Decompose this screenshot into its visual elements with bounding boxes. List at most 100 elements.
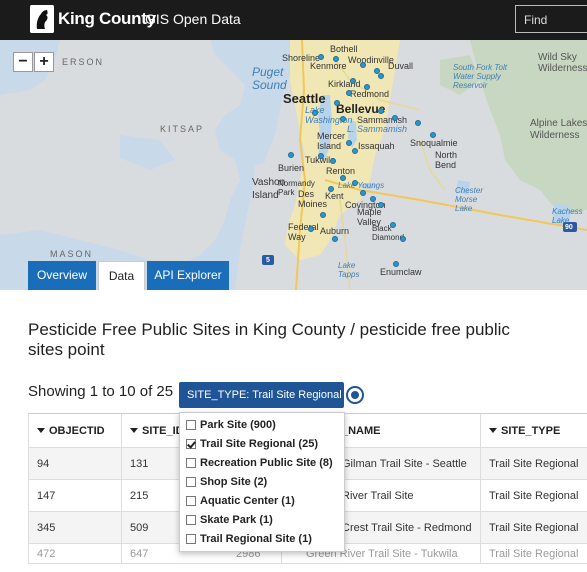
map-label-lake-tapps: Lake Tapps [338,261,360,279]
filter-option-trail-site-regional[interactable]: Trail Site Regional (25) [180,435,344,454]
column-header-objectid[interactable]: OBJECTID [28,414,121,447]
site-marker[interactable] [333,56,339,62]
map-label-mason: MASON [50,249,94,259]
tab-api-explorer[interactable]: API Explorer [147,261,229,290]
filter-option-park-site[interactable]: Park Site (900) [180,416,344,435]
column-header-site-type[interactable]: SITE_TYPE [480,414,587,447]
checkbox[interactable] [186,420,196,430]
filter-option-trail-regional-site[interactable]: Trail Regional Site (1) [180,530,344,549]
column-header-label: SITE_ID [142,425,184,437]
map-label-woodinville: Woodinville [348,55,394,65]
filter-option-shop-site[interactable]: Shop Site (2) [180,473,344,492]
site-marker[interactable] [392,115,398,121]
filter-funnel-icon[interactable] [489,428,497,433]
filter-option-recreation-public-site[interactable]: Recreation Public Site (8) [180,454,344,473]
site-marker[interactable] [400,236,406,242]
tab-overview[interactable]: Overview [28,261,96,290]
map-label-kirkland: Kirkland [328,79,361,89]
map-label-enumclaw: Enumclaw [380,267,422,277]
map-label-federal-way: Federal Way [288,222,319,242]
map-label-renton: Renton [326,166,356,176]
column-header-label: OBJECTID [49,425,105,437]
map-label-shoreline: Shoreline [282,53,321,63]
site-marker[interactable] [360,190,366,196]
site-marker[interactable] [346,90,352,96]
site-marker[interactable] [332,236,338,242]
site-marker[interactable] [312,110,318,116]
site-marker[interactable] [378,202,384,208]
site-marker[interactable] [390,222,396,228]
option-label: Trail Regional Site (1) [200,533,312,545]
map-label-des-moines: Des Moines [298,189,328,209]
checkbox[interactable] [186,534,196,544]
site-marker[interactable] [328,186,334,192]
site-marker[interactable] [346,140,352,146]
site-marker[interactable] [318,153,324,159]
map-label-issaquah: Issaquah [358,141,395,151]
site-marker[interactable] [340,116,346,122]
checkbox[interactable] [186,496,196,506]
zoom-out-button[interactable]: − [13,52,33,72]
checkbox[interactable] [186,458,196,468]
site-marker[interactable] [393,261,399,267]
site-marker[interactable] [318,54,324,60]
map-label-tukwila: Tukwila [305,155,336,165]
map-label-kenmore: Kenmore [310,61,347,71]
map-label-seattle: Seattle [283,91,326,106]
cell-site-id: 509 [121,512,281,543]
site-marker[interactable] [370,196,376,202]
site-marker[interactable] [378,108,384,114]
checkbox-checked[interactable] [186,439,196,449]
map-view[interactable]: − + ERSON KITSAP MASON Puget Sound Seatt… [0,40,587,290]
column-header-label: SITE_TYPE [501,425,561,437]
cell-objectid: 147 [28,480,121,511]
page-title: Pesticide Free Public Sites in King Coun… [28,320,510,359]
site-marker[interactable] [374,68,380,74]
filter-option-aquatic-center[interactable]: Aquatic Center (1) [180,492,344,511]
cell-site-type: Trail Site Regional [480,512,587,543]
tab-data[interactable]: Data [98,261,145,290]
site-marker[interactable] [364,84,370,90]
brand-name[interactable]: King County [58,9,156,28]
site-marker[interactable] [430,132,436,138]
site-marker[interactable] [415,120,421,126]
cell-site-id: 131 [121,448,281,479]
map-label-alpine-lakes: Alpine Lakes Wilderness [530,118,587,141]
site-marker[interactable] [352,180,358,186]
column-header-site-id[interactable]: SITE_ID [121,414,281,447]
cell-objectid: 345 [28,512,121,543]
site-marker[interactable] [320,212,326,218]
option-label: Aquatic Center (1) [200,495,295,507]
checkbox[interactable] [186,515,196,525]
site-marker[interactable] [350,78,356,84]
site-marker[interactable] [288,152,294,158]
option-label: Skate Park (1) [200,514,273,526]
site-marker[interactable] [360,62,366,68]
site-marker[interactable] [308,226,314,232]
site-marker[interactable] [334,100,340,106]
site-marker[interactable] [378,73,384,79]
result-count: Showing 1 to 10 of 25 [28,383,174,400]
filter-settings-icon[interactable] [346,386,364,404]
map-label-lake-youngs: Lake Youngs [338,181,385,190]
map-label-mercer-island: Mercer Island [317,131,346,151]
site-type-filter-menu: Park Site (900) Trail Site Regional (25)… [179,412,345,552]
site-subtitle[interactable]: GIS Open Data [145,11,241,27]
site-marker[interactable] [340,175,346,181]
king-county-logo-icon[interactable] [30,5,54,33]
site-type-filter-button[interactable]: SITE_TYPE: Trail Site Regional ▾ [179,382,344,427]
cell-site-type: Trail Site Regional [480,544,587,563]
filter-funnel-icon[interactable] [130,428,138,433]
map-label-lake-sammamish: L. Sammamish [347,124,408,134]
map-label-covington: Covington [345,200,386,210]
zoom-in-button[interactable]: + [34,52,54,72]
filter-funnel-icon[interactable] [37,428,45,433]
map-label-auburn: Auburn [320,226,350,236]
map-label-vashon-island: Vashon Island [252,177,286,201]
site-marker[interactable] [352,148,358,154]
site-marker[interactable] [330,158,336,164]
filter-option-skate-park[interactable]: Skate Park (1) [180,511,344,530]
map-label-kent: Kent [325,191,344,201]
search-input[interactable]: Find [515,5,587,33]
checkbox[interactable] [186,477,196,487]
